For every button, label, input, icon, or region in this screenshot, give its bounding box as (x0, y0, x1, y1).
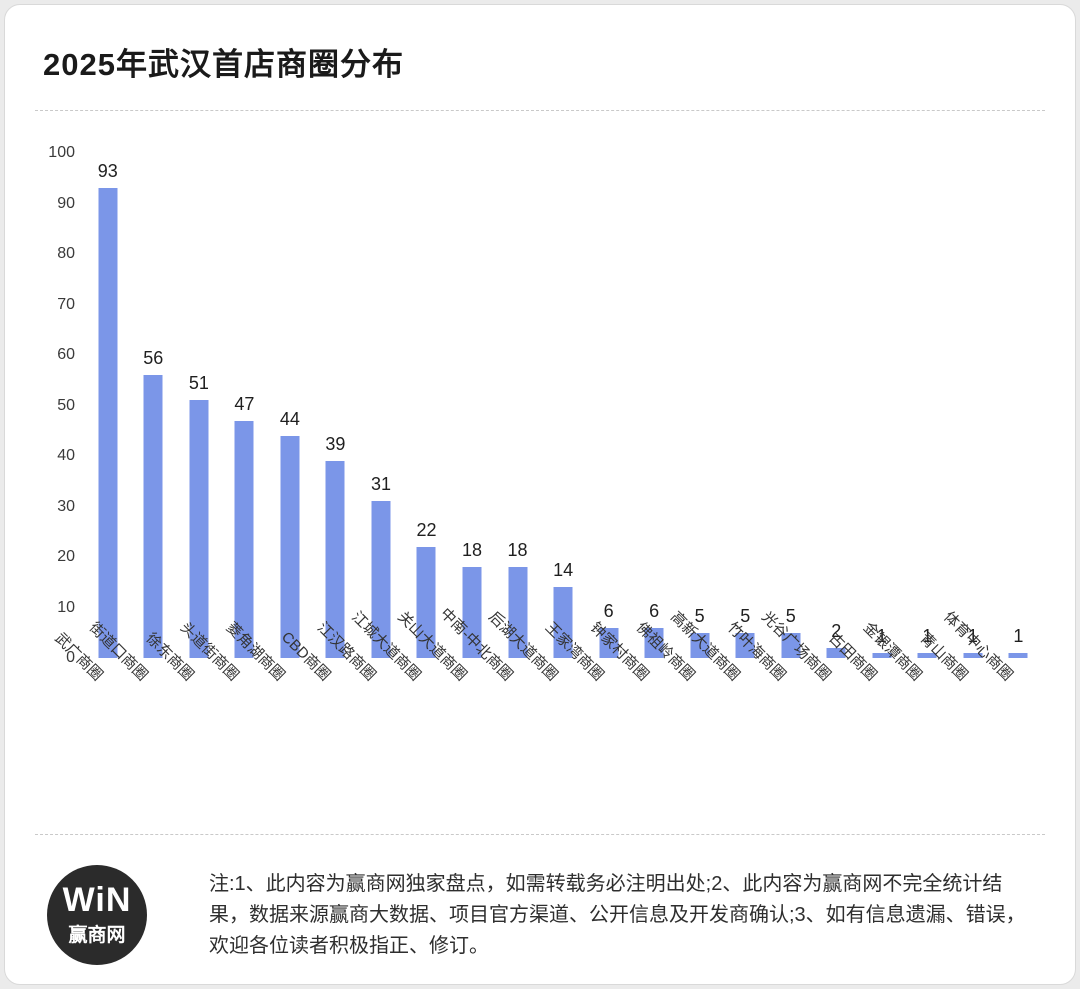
bar (553, 587, 573, 658)
bar (826, 647, 846, 658)
y-axis-tick-label: 60 (57, 346, 75, 363)
bar (416, 546, 436, 658)
bar-value-label: 22 (416, 519, 437, 540)
footer-separator (35, 834, 1045, 835)
page-title: 2025年武汉首店商圈分布 (43, 47, 404, 82)
bar-column: 1 体育中心商圈 (941, 153, 1042, 684)
logo-win-text: WiN (62, 881, 132, 919)
y-axis-tick-label: 30 (57, 497, 75, 515)
bar-column: 6 王家湾商圈 (541, 153, 632, 684)
bar-column: 93 武广商圈 (51, 153, 131, 684)
bar-column: 1 古田商圈 (825, 153, 905, 684)
footer: WiN 赢商网 注:1、此内容为赢商网独家盘点，如需转载务必注明出处;2、此内容… (47, 865, 1045, 965)
bar (462, 567, 482, 658)
bar-value-label: 6 (649, 600, 660, 621)
bar-column: 51 徐东商圈 (142, 153, 222, 684)
bar (963, 652, 983, 658)
bar-value-label: 1 (876, 625, 887, 646)
bar-column: 5 竹叶海商圈 (724, 153, 814, 684)
bar-column: 14 后湖大道商圈 (485, 153, 586, 684)
bar-column: 56 街道口商圈 (86, 153, 177, 684)
logo-name-text: 赢商网 (68, 925, 126, 946)
bar (371, 501, 391, 658)
bar-value-label: 2 (831, 620, 842, 641)
bar-value-label: 1 (922, 625, 933, 646)
bar (735, 632, 755, 658)
bar (508, 567, 528, 658)
bar (917, 652, 937, 658)
y-axis-tick-label: 40 (57, 447, 75, 464)
y-axis-tick-label: 50 (57, 396, 75, 414)
bar-value-label: 18 (507, 540, 528, 561)
winshang-logo: WiN 赢商网 (47, 865, 147, 965)
bar (781, 632, 801, 658)
bar-column: 39 CBD商圈 (278, 153, 359, 684)
bar (1008, 652, 1028, 658)
y-axis-tick-label: 0 (66, 649, 75, 666)
bar-value-label: 18 (462, 540, 483, 561)
bar-value-label: 5 (785, 605, 796, 626)
bar-value-label: 47 (234, 393, 255, 414)
bar-column: 44 菱角湖商圈 (223, 153, 313, 684)
bar-value-label: 1 (1013, 625, 1024, 646)
bar-column: 5 佛祖岭商圈 (632, 153, 723, 684)
plot-area: 93 武广商圈 56 街道口商圈 51 徐东商圈 47 头道街商圈 44 菱角湖商圈 39 CBD商圈… (51, 153, 1042, 684)
y-axis-tick-label: 10 (57, 598, 75, 616)
bar-value-label: 5 (694, 605, 705, 626)
bar (234, 420, 254, 658)
bar (599, 627, 619, 658)
bar (644, 627, 664, 658)
bar-column: 18 关山大道商圈 (394, 153, 495, 684)
bar (280, 435, 300, 658)
bar-chart: 0 10 20 30 40 50 60 70 80 90 100 93 武广商圈 56 街道口商圈 51 徐东… (39, 144, 1042, 684)
bar (690, 632, 710, 658)
y-axis-tick-label: 80 (57, 245, 75, 262)
bar-value-label: 51 (188, 373, 209, 394)
y-axis-tick-label: 20 (57, 548, 75, 565)
y-axis-tick-label: 90 (57, 194, 75, 212)
bar-column: 1 青山商圈 (916, 153, 996, 684)
bar-column: 5 高新大道商圈 (667, 153, 768, 684)
bar (143, 375, 163, 658)
bar-column: 18 中南-中北商圈 (436, 153, 541, 684)
bar-column: 6 钟家村商圈 (587, 153, 677, 684)
bar-value-label: 56 (143, 348, 164, 369)
footnote-text: 注:1、此内容为赢商网独家盘点，如需转载务必注明出处;2、此内容为赢商网不完全统… (209, 872, 1026, 957)
bar-column: 47 头道街商圈 (177, 153, 268, 684)
bar-column: 22 江城大道商圈 (349, 153, 450, 684)
bar (98, 188, 118, 658)
bar-value-label: 39 (325, 434, 346, 455)
bar-value-label: 6 (603, 600, 614, 621)
bar (325, 461, 345, 658)
bar-column: 31 江汉路商圈 (314, 153, 404, 684)
bar-value-label: 44 (279, 408, 300, 429)
bar-value-label: 31 (370, 474, 391, 495)
bar (872, 652, 892, 658)
y-axis: 0 10 20 30 40 50 60 70 80 90 100 (39, 144, 85, 666)
y-axis-tick-label: 100 (48, 144, 75, 161)
infographic-card: 2025年武汉首店商圈分布 0 10 20 30 40 50 60 70 80 90 100 93 武… (4, 4, 1076, 985)
bar-column: 2 光谷广场商圈 (758, 153, 860, 684)
bar-value-label: 14 (553, 560, 574, 581)
bar (189, 400, 209, 658)
title-separator (35, 110, 1045, 111)
bar-column: 1 金银潭商圈 (860, 153, 951, 684)
bar-value-label: 93 (97, 161, 118, 182)
bar-value-label: 1 (967, 625, 978, 646)
y-axis-tick-label: 70 (57, 295, 75, 313)
bar-value-label: 5 (740, 605, 751, 626)
